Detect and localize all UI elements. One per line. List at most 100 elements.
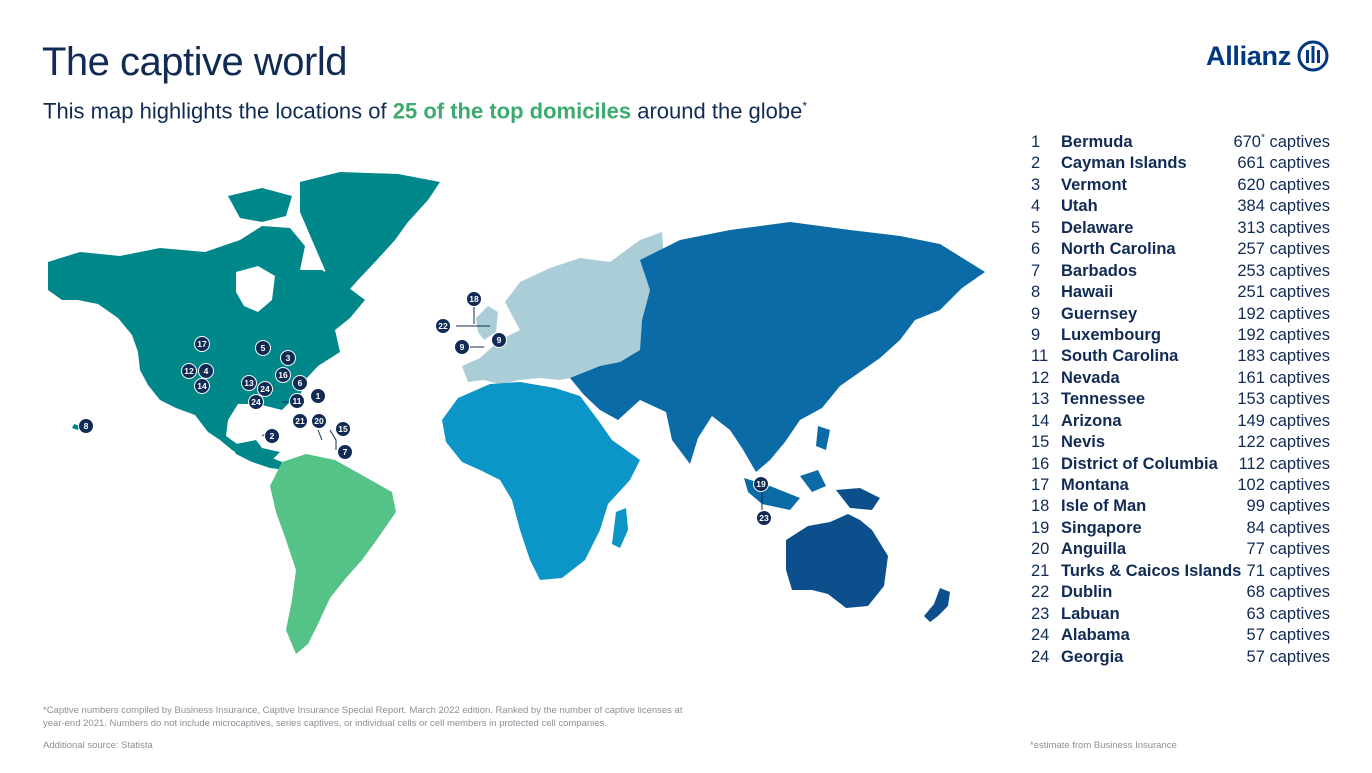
subtitle-text-end: around the globe bbox=[631, 98, 803, 124]
greenland-region bbox=[300, 172, 440, 300]
marker-anguilla[interactable]: 20 bbox=[311, 413, 327, 429]
count-unit: captives bbox=[1269, 497, 1330, 516]
marker-dublin[interactable]: 22 bbox=[435, 318, 451, 334]
captive-count: 253 captives bbox=[1237, 261, 1330, 282]
domicile-name: Tennessee bbox=[1061, 390, 1146, 409]
rank-number: 4 bbox=[1031, 197, 1041, 216]
marker-alabama[interactable]: 24 bbox=[257, 381, 273, 397]
marker-guernsey[interactable]: 9 bbox=[454, 339, 470, 355]
rank-number: 14 bbox=[1031, 411, 1050, 430]
list-item: 18 Isle of Man 99 captives bbox=[1028, 496, 1330, 517]
marker-labuan[interactable]: 23 bbox=[756, 510, 772, 526]
svg-text:9: 9 bbox=[497, 335, 502, 345]
marker-bermuda[interactable]: 1 bbox=[310, 388, 326, 404]
marker-georgia[interactable]: 24 bbox=[248, 394, 264, 410]
rank-number: 17 bbox=[1031, 476, 1050, 494]
hudson-bay bbox=[236, 266, 275, 312]
domicile-name: Labuan bbox=[1061, 604, 1120, 623]
count-value: 102 bbox=[1237, 476, 1265, 494]
new-guinea-region bbox=[836, 488, 880, 510]
list-item: 19 Singapore 84 captives bbox=[1028, 518, 1330, 539]
marker-turks-caicos[interactable]: 21 bbox=[292, 413, 308, 429]
count-unit: captives bbox=[1269, 433, 1330, 452]
marker-singapore[interactable]: 19 bbox=[753, 476, 769, 492]
marker-isle-of-man[interactable]: 18 bbox=[466, 291, 482, 307]
marker-luxembourg[interactable]: 9 bbox=[491, 332, 507, 348]
count-unit: captives bbox=[1269, 583, 1330, 602]
marker-tennessee[interactable]: 13 bbox=[241, 375, 257, 391]
captive-count: 71 captives bbox=[1247, 561, 1330, 582]
count-value: 183 bbox=[1237, 347, 1265, 366]
arctic-islands-region bbox=[228, 188, 292, 222]
count-unit: captives bbox=[1269, 304, 1330, 323]
marker-north-carolina[interactable]: 6 bbox=[292, 375, 308, 391]
svg-text:16: 16 bbox=[278, 370, 288, 380]
svg-text:23: 23 bbox=[759, 513, 769, 523]
hawaii-islands bbox=[72, 424, 80, 430]
marker-delaware[interactable]: 5 bbox=[255, 340, 271, 356]
count-value: 63 bbox=[1246, 604, 1265, 623]
captive-count: 183 captives bbox=[1237, 346, 1330, 367]
count-value: 161 bbox=[1237, 368, 1265, 387]
list-item: 9 Guernsey 192 captives bbox=[1028, 304, 1330, 325]
domicile-name: Hawaii bbox=[1061, 283, 1114, 302]
domicile-name: Utah bbox=[1061, 197, 1098, 216]
count-unit: captives bbox=[1269, 411, 1330, 430]
marker-hawaii[interactable]: 8 bbox=[78, 418, 94, 434]
captive-count: 192 captives bbox=[1237, 304, 1330, 325]
count-value: 257 bbox=[1237, 240, 1265, 259]
domicile-name: Alabama bbox=[1061, 626, 1130, 645]
list-item: 15 Nevis 122 captives bbox=[1028, 432, 1330, 453]
svg-text:9: 9 bbox=[460, 342, 465, 352]
marker-vermont[interactable]: 3 bbox=[280, 350, 296, 366]
allianz-logo: Allianz bbox=[1206, 40, 1329, 72]
count-value: 99 bbox=[1246, 497, 1265, 516]
svg-text:21: 21 bbox=[295, 416, 305, 426]
domicile-name: Georgia bbox=[1061, 647, 1124, 666]
captive-count: 149 captives bbox=[1237, 411, 1330, 432]
subtitle-text: This map highlights the locations of bbox=[43, 98, 393, 124]
marker-cayman-islands[interactable]: 2 bbox=[264, 428, 280, 444]
captive-count: 68 captives bbox=[1247, 582, 1330, 603]
marker-barbados[interactable]: 7 bbox=[337, 444, 353, 460]
marker-arizona[interactable]: 14 bbox=[194, 378, 210, 394]
list-item: 6 North Carolina 257 captives bbox=[1028, 239, 1330, 260]
rank-number: 12 bbox=[1031, 368, 1050, 387]
rank-number: 24 bbox=[1031, 626, 1050, 645]
domicile-name: Montana bbox=[1061, 476, 1129, 494]
madagascar-region bbox=[612, 508, 628, 548]
marker-montana[interactable]: 17 bbox=[194, 336, 210, 352]
marker-utah[interactable]: 4 bbox=[198, 363, 214, 379]
count-unit: captives bbox=[1269, 175, 1330, 194]
rank-number: 15 bbox=[1031, 433, 1050, 452]
page-subtitle: This map highlights the locations of 25 … bbox=[43, 92, 807, 125]
svg-text:8: 8 bbox=[84, 421, 89, 431]
rank-number: 21 bbox=[1031, 561, 1050, 580]
count-unit: captives bbox=[1269, 197, 1330, 216]
list-item: 23 Labuan 63 captives bbox=[1028, 604, 1330, 625]
count-value: 253 bbox=[1237, 261, 1265, 280]
list-item: 1 Bermuda 670* captives bbox=[1028, 132, 1330, 153]
rank-number: 13 bbox=[1031, 390, 1050, 409]
marker-district-of-columbia[interactable]: 16 bbox=[275, 367, 291, 383]
count-unit: captives bbox=[1269, 518, 1330, 537]
marker-nevada[interactable]: 12 bbox=[181, 363, 197, 379]
captive-count: 620 captives bbox=[1237, 175, 1330, 196]
captive-count: 84 captives bbox=[1247, 518, 1330, 539]
count-value: 112 bbox=[1238, 454, 1265, 473]
marker-nevis[interactable]: 15 bbox=[335, 421, 351, 437]
rank-number: 9 bbox=[1031, 325, 1041, 344]
marker-south-carolina[interactable]: 11 bbox=[289, 393, 305, 409]
count-value: 77 bbox=[1246, 540, 1265, 559]
svg-text:24: 24 bbox=[260, 384, 270, 394]
svg-text:20: 20 bbox=[314, 416, 324, 426]
domicile-name: Bermuda bbox=[1061, 133, 1133, 151]
count-mark: * bbox=[1260, 132, 1265, 144]
additional-source: Additional source: Statista bbox=[43, 740, 153, 751]
count-value: 661 bbox=[1237, 154, 1265, 173]
list-item: 13 Tennessee 153 captives bbox=[1028, 389, 1330, 410]
domicile-name: Nevis bbox=[1061, 433, 1106, 452]
rank-number: 9 bbox=[1031, 304, 1041, 323]
svg-text:3: 3 bbox=[286, 353, 291, 363]
africa-region bbox=[442, 382, 640, 580]
